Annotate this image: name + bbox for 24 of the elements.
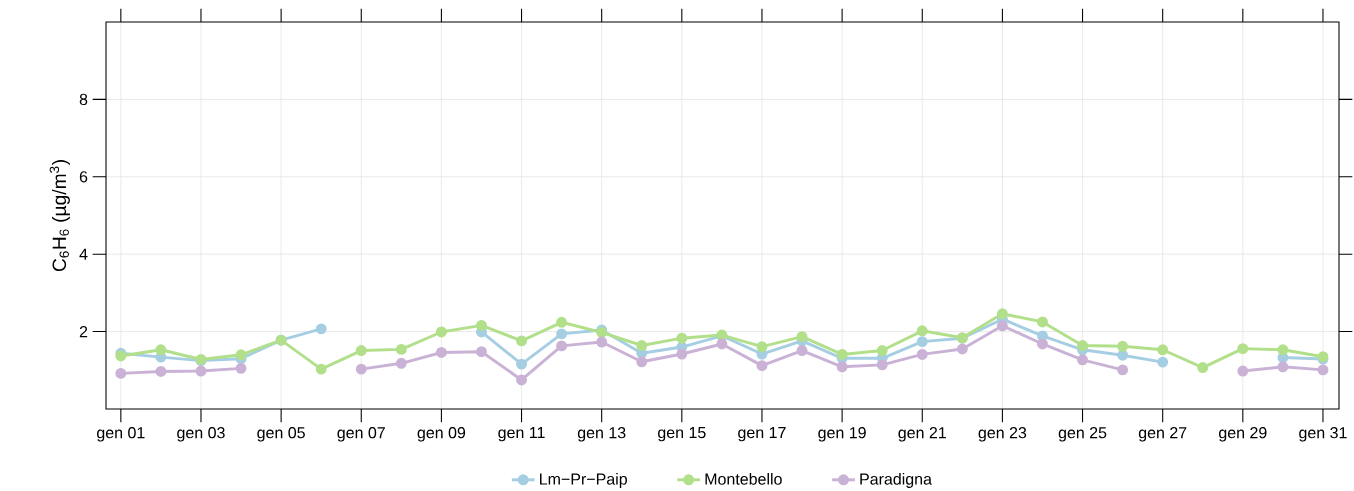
- y-axis-title: C$_{6}$H$_{6}$ (µg/m$^{3}$): [49, 160, 70, 272]
- legend-label: Montebello: [705, 473, 782, 485]
- x-tick-label: gen 17: [738, 427, 786, 442]
- x-tick-label: gen 29: [1219, 427, 1267, 442]
- x-tick-label: gen 13: [577, 427, 626, 442]
- y-tick-label: 6: [79, 171, 88, 183]
- y-tick-label: 8: [79, 93, 88, 106]
- legend-label: Paradigna: [860, 473, 932, 488]
- x-tick-label: gen 01: [97, 427, 145, 442]
- x-tick-label: gen 19: [818, 427, 866, 442]
- x-tick-label: gen 05: [257, 427, 305, 442]
- y-tick-label: 4: [79, 248, 88, 260]
- x-tick-label: gen 03: [177, 427, 225, 442]
- x-tick-label: gen 23: [978, 427, 1027, 442]
- x-tick-label: gen 31: [1299, 427, 1347, 442]
- x-tick-label: gen 15: [658, 427, 706, 442]
- x-tick-label: gen 25: [1058, 427, 1107, 442]
- x-tick-label: gen 21: [898, 427, 946, 442]
- y-tick-label: 2: [79, 326, 88, 338]
- legend-label: Lm−Pr−Paip: [540, 473, 627, 488]
- x-tick-label: gen 11: [498, 427, 545, 442]
- x-tick-label: gen 09: [417, 427, 466, 442]
- x-tick-label: gen 27: [1138, 427, 1187, 442]
- x-tick-label: gen 07: [337, 427, 385, 442]
